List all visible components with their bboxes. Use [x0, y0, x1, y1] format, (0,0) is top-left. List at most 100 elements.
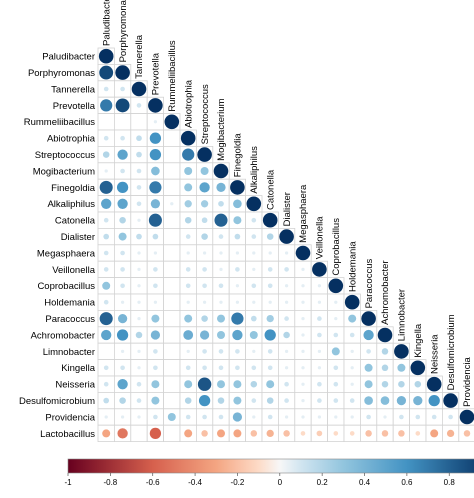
- corr-circle-paracoccus-coprobacillus: [334, 316, 338, 321]
- row-label-finegoldia: Finegoldia: [51, 183, 96, 194]
- corr-circle-achromobacter-paludibacter: [101, 329, 112, 341]
- col-label-holdemania: Holdemania: [347, 241, 358, 292]
- grid-cell: [163, 211, 181, 229]
- row-label-veillonella: Veillonella: [52, 265, 95, 276]
- corr-circle-kingella-coprobacillus: [333, 365, 339, 371]
- corr-circle-desulfomicrobium-mogibacterium: [217, 397, 225, 404]
- corr-circle-tannerella-porphyromonas: [120, 86, 125, 92]
- corr-circle-providencia-mogibacterium: [218, 414, 224, 420]
- corr-circle-kingella-catonella: [267, 365, 273, 371]
- corr-circle-veillonella-streptococcus: [202, 267, 207, 272]
- corr-circle-neisseria-paludibacter: [103, 381, 109, 387]
- corr-circle-limnobacter-prevotella: [153, 349, 158, 354]
- corr-circle-coprobacillus-porphyromonas: [120, 283, 125, 289]
- corr-circle-kingella-prevotella: [153, 365, 158, 371]
- corr-circle-neisseria-paracoccus: [364, 380, 373, 389]
- corr-circle-lactobacillus-finegoldia: [233, 429, 242, 438]
- corr-circle-desulfomicrobium-paludibacter: [103, 397, 110, 404]
- corr-circle-desulfomicrobium-veillonella: [317, 398, 322, 403]
- corr-circle-megasphaera-dialister: [284, 251, 289, 255]
- corr-circle-veillonella-abiotrophia: [185, 267, 191, 272]
- corr-circle-coprobacillus-paludibacter: [102, 281, 111, 290]
- colorbar-tick-label: 0.6: [401, 478, 413, 487]
- corr-circle-achromobacter-coprobacillus: [333, 332, 339, 338]
- corr-circle-limnobacter-porphyromonas: [120, 349, 125, 354]
- corr-circle-providencia-catonella: [267, 414, 273, 420]
- corr-circle-holdemania-dialister: [284, 300, 289, 304]
- corr-circle-megasphaera-mogibacterium: [219, 251, 223, 255]
- corr-circle-providencia-veillonella: [317, 415, 322, 419]
- corr-circle-paracoccus-megasphaera: [301, 316, 305, 321]
- corr-circle-lactobacillus-limnobacter: [398, 430, 405, 437]
- corr-circle-desulfomicrobium-achromobacter: [380, 396, 390, 405]
- corr-circle-lactobacillus-abiotrophia: [184, 429, 193, 438]
- corr-circle-desulfomicrobium-desulfomicrobium: [443, 393, 458, 408]
- corr-circle-coprobacillus-finegoldia: [235, 284, 240, 288]
- row-label-porphyromonas: Porphyromonas: [28, 68, 95, 79]
- corr-circle-finegoldia-porphyromonas: [116, 181, 129, 194]
- corr-circle-paracoccus-tannerella: [137, 316, 141, 321]
- col-label-rummeliibacillus: Rummeliibacillus: [167, 40, 178, 112]
- grid-cell: [130, 424, 148, 443]
- corr-circle-veillonella-prevotella: [153, 267, 158, 272]
- corr-circle-neisseria-neisseria: [426, 376, 442, 392]
- corr-circle-kingella-tannerella: [137, 366, 141, 370]
- corr-circle-catonella-mogibacterium: [214, 213, 228, 227]
- corr-circle-desulfomicrobium-coprobacillus: [333, 398, 339, 403]
- corr-circle-neisseria-dialister: [284, 381, 289, 387]
- corr-circle-providencia-streptococcus: [202, 414, 207, 420]
- corr-circle-coprobacillus-coprobacillus: [328, 278, 344, 294]
- corr-circle-streptococcus-paludibacter: [102, 151, 110, 158]
- corr-circle-dialister-mogibacterium: [218, 234, 224, 239]
- corr-circle-prevotella-paludibacter: [100, 99, 113, 112]
- corr-circle-lactobacillus-streptococcus: [201, 430, 208, 437]
- row-label-holdemania: Holdemania: [44, 298, 95, 309]
- grid-cell: [130, 113, 148, 131]
- corr-circle-kingella-holdemania: [350, 366, 354, 370]
- corr-circle-lactobacillus-alkaliphilus: [250, 430, 258, 437]
- corr-circle-megasphaera-prevotella: [153, 251, 158, 255]
- row-label-megasphaera: Megasphaera: [37, 248, 96, 259]
- corr-circle-prevotella-tannerella: [136, 103, 142, 108]
- corr-circle-lactobacillus-porphyromonas: [117, 428, 128, 439]
- col-label-alkaliphilus: Alkaliphilus: [249, 146, 260, 194]
- corr-circle-finegoldia-finegoldia: [230, 180, 245, 195]
- corr-circle-finegoldia-abiotrophia: [184, 183, 193, 192]
- grid-cell: [163, 260, 181, 279]
- colorbar-tick-label: 0.8: [444, 478, 456, 487]
- corr-circle-coprobacillus-tannerella: [137, 284, 141, 288]
- corr-circle-desulfomicrobium-dialister: [284, 398, 289, 403]
- row-label-paracoccus: Paracoccus: [45, 314, 95, 325]
- corr-circle-megasphaera-tannerella: [137, 251, 141, 255]
- corr-circle-coprobacillus-alkaliphilus: [251, 283, 257, 289]
- grid-cell: [163, 178, 181, 196]
- corr-circle-lactobacillus-dialister: [283, 430, 290, 437]
- grid-cell: [163, 326, 181, 344]
- col-label-mogibacterium: Mogibacterium: [216, 98, 227, 160]
- colorbar-tick-label: 0: [278, 478, 283, 487]
- corr-circle-limnobacter-alkaliphilus: [252, 349, 256, 354]
- corr-circle-providencia-neisseria: [431, 414, 437, 420]
- corr-circle-achromobacter-dialister: [283, 331, 290, 339]
- corr-circle-abiotrophia-prevotella: [149, 132, 162, 144]
- col-label-porphyromonas: Porphyromonas: [118, 0, 129, 62]
- corr-circle-paracoccus-paludibacter: [99, 312, 113, 326]
- corr-circle-paracoccus-porphyromonas: [117, 313, 128, 324]
- colorbar-gradient: [67, 458, 474, 474]
- corr-circle-veillonella-tannerella: [137, 267, 141, 272]
- corr-circle-kingella-achromobacter: [381, 364, 389, 372]
- corr-circle-providencia-tannerella: [137, 415, 141, 419]
- corr-circle-lactobacillus-veillonella: [316, 430, 323, 437]
- corr-circle-providencia-achromobacter: [383, 415, 387, 419]
- corr-circle-rummeliibacillus-prevotella: [153, 120, 158, 124]
- corr-circle-veillonella-paludibacter: [103, 267, 109, 272]
- corr-circle-neisseria-mogibacterium: [217, 380, 225, 389]
- corr-circle-coprobacillus-megasphaera: [301, 284, 305, 288]
- corr-circle-achromobacter-holdemania: [349, 332, 355, 338]
- corr-circle-streptococcus-porphyromonas: [117, 149, 128, 160]
- corr-circle-neisseria-holdemania: [350, 382, 354, 386]
- corr-circle-dialister-paludibacter: [103, 233, 110, 240]
- corr-circle-alkaliphilus-alkaliphilus: [246, 196, 262, 212]
- col-label-achromobacter: Achromobacter: [380, 260, 391, 324]
